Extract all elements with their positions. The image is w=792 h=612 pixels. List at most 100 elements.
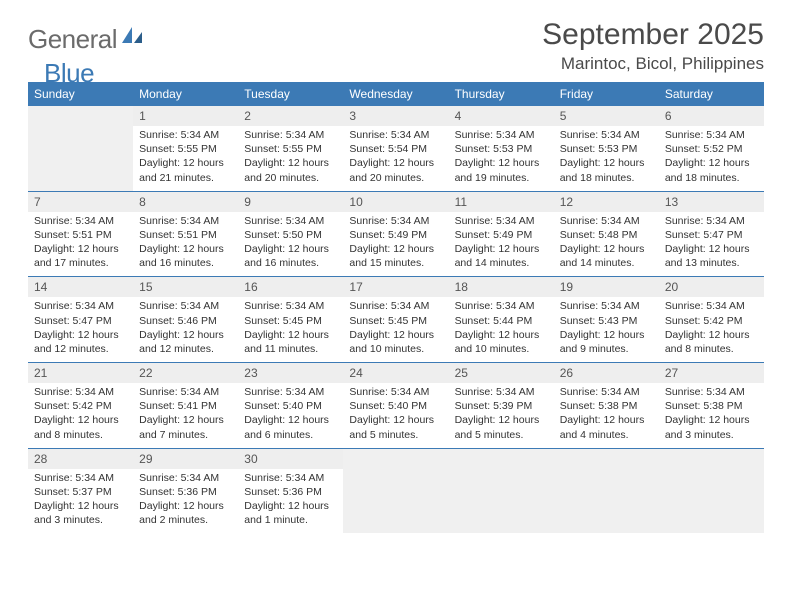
calendar-week-row: 1Sunrise: 5:34 AMSunset: 5:55 PMDaylight… — [28, 106, 764, 191]
daylight-line: Daylight: 12 hours and 14 minutes. — [455, 242, 548, 270]
sunset-line: Sunset: 5:54 PM — [349, 142, 442, 156]
sunrise-line: Sunrise: 5:34 AM — [139, 128, 232, 142]
day-number: 22 — [133, 363, 238, 383]
sunset-line: Sunset: 5:42 PM — [34, 399, 127, 413]
sunset-line: Sunset: 5:47 PM — [34, 314, 127, 328]
calendar-day-cell: 27Sunrise: 5:34 AMSunset: 5:38 PMDayligh… — [659, 363, 764, 448]
day-number: 28 — [28, 449, 133, 469]
sunrise-line: Sunrise: 5:34 AM — [665, 385, 758, 399]
sunset-line: Sunset: 5:52 PM — [665, 142, 758, 156]
location-subtitle: Marintoc, Bicol, Philippines — [542, 54, 764, 74]
daylight-line: Daylight: 12 hours and 9 minutes. — [560, 328, 653, 356]
sunrise-line: Sunrise: 5:34 AM — [455, 385, 548, 399]
sunrise-line: Sunrise: 5:34 AM — [34, 299, 127, 313]
daylight-line: Daylight: 12 hours and 17 minutes. — [34, 242, 127, 270]
sunrise-line: Sunrise: 5:34 AM — [34, 385, 127, 399]
sunset-line: Sunset: 5:51 PM — [34, 228, 127, 242]
day-number: 27 — [659, 363, 764, 383]
daylight-line: Daylight: 12 hours and 19 minutes. — [455, 156, 548, 184]
calendar-day-cell: 7Sunrise: 5:34 AMSunset: 5:51 PMDaylight… — [28, 192, 133, 277]
daylight-line: Daylight: 12 hours and 7 minutes. — [139, 413, 232, 441]
day-info: Sunrise: 5:34 AMSunset: 5:40 PMDaylight:… — [343, 383, 448, 448]
sunrise-line: Sunrise: 5:34 AM — [349, 299, 442, 313]
day-number: 8 — [133, 192, 238, 212]
sunset-line: Sunset: 5:49 PM — [455, 228, 548, 242]
weekday-header: Tuesday — [238, 82, 343, 106]
header: General September 2025 Marintoc, Bicol, … — [28, 18, 764, 74]
day-number: 10 — [343, 192, 448, 212]
weekday-header: Thursday — [449, 82, 554, 106]
calendar-empty-cell — [659, 449, 764, 534]
day-number: 2 — [238, 106, 343, 126]
sunrise-line: Sunrise: 5:34 AM — [244, 214, 337, 228]
day-info: Sunrise: 5:34 AMSunset: 5:54 PMDaylight:… — [343, 126, 448, 191]
calendar-day-cell: 21Sunrise: 5:34 AMSunset: 5:42 PMDayligh… — [28, 363, 133, 448]
day-info: Sunrise: 5:34 AMSunset: 5:38 PMDaylight:… — [659, 383, 764, 448]
day-info: Sunrise: 5:34 AMSunset: 5:55 PMDaylight:… — [133, 126, 238, 191]
day-info: Sunrise: 5:34 AMSunset: 5:47 PMDaylight:… — [28, 297, 133, 362]
sunset-line: Sunset: 5:46 PM — [139, 314, 232, 328]
daylight-line: Daylight: 12 hours and 10 minutes. — [455, 328, 548, 356]
calendar-day-cell: 15Sunrise: 5:34 AMSunset: 5:46 PMDayligh… — [133, 277, 238, 362]
day-number: 5 — [554, 106, 659, 126]
calendar-day-cell: 28Sunrise: 5:34 AMSunset: 5:37 PMDayligh… — [28, 449, 133, 534]
sunset-line: Sunset: 5:53 PM — [560, 142, 653, 156]
calendar-week-row: 7Sunrise: 5:34 AMSunset: 5:51 PMDaylight… — [28, 191, 764, 277]
sunrise-line: Sunrise: 5:34 AM — [139, 299, 232, 313]
day-number: 15 — [133, 277, 238, 297]
day-info: Sunrise: 5:34 AMSunset: 5:37 PMDaylight:… — [28, 469, 133, 534]
calendar-day-cell: 25Sunrise: 5:34 AMSunset: 5:39 PMDayligh… — [449, 363, 554, 448]
calendar-week-row: 14Sunrise: 5:34 AMSunset: 5:47 PMDayligh… — [28, 276, 764, 362]
day-info: Sunrise: 5:34 AMSunset: 5:41 PMDaylight:… — [133, 383, 238, 448]
day-info: Sunrise: 5:34 AMSunset: 5:51 PMDaylight:… — [28, 212, 133, 277]
sunset-line: Sunset: 5:55 PM — [244, 142, 337, 156]
daylight-line: Daylight: 12 hours and 20 minutes. — [244, 156, 337, 184]
daylight-line: Daylight: 12 hours and 20 minutes. — [349, 156, 442, 184]
logo: General — [28, 24, 146, 55]
daylight-line: Daylight: 12 hours and 8 minutes. — [34, 413, 127, 441]
calendar-page: General September 2025 Marintoc, Bicol, … — [0, 0, 792, 551]
day-number: 4 — [449, 106, 554, 126]
calendar-day-cell: 5Sunrise: 5:34 AMSunset: 5:53 PMDaylight… — [554, 106, 659, 191]
sunset-line: Sunset: 5:45 PM — [244, 314, 337, 328]
sunrise-line: Sunrise: 5:34 AM — [34, 214, 127, 228]
day-number: 26 — [554, 363, 659, 383]
day-info: Sunrise: 5:34 AMSunset: 5:44 PMDaylight:… — [449, 297, 554, 362]
day-info: Sunrise: 5:34 AMSunset: 5:42 PMDaylight:… — [659, 297, 764, 362]
calendar-week-row: 21Sunrise: 5:34 AMSunset: 5:42 PMDayligh… — [28, 362, 764, 448]
calendar-empty-cell — [554, 449, 659, 534]
sunrise-line: Sunrise: 5:34 AM — [244, 128, 337, 142]
calendar-week-row: 28Sunrise: 5:34 AMSunset: 5:37 PMDayligh… — [28, 448, 764, 534]
calendar-day-cell: 16Sunrise: 5:34 AMSunset: 5:45 PMDayligh… — [238, 277, 343, 362]
day-info: Sunrise: 5:34 AMSunset: 5:53 PMDaylight:… — [554, 126, 659, 191]
day-info: Sunrise: 5:34 AMSunset: 5:49 PMDaylight:… — [343, 212, 448, 277]
day-number: 24 — [343, 363, 448, 383]
sunrise-line: Sunrise: 5:34 AM — [139, 385, 232, 399]
sunrise-line: Sunrise: 5:34 AM — [455, 299, 548, 313]
title-block: September 2025 Marintoc, Bicol, Philippi… — [542, 18, 764, 74]
day-info: Sunrise: 5:34 AMSunset: 5:48 PMDaylight:… — [554, 212, 659, 277]
sunset-line: Sunset: 5:44 PM — [455, 314, 548, 328]
daylight-line: Daylight: 12 hours and 13 minutes. — [665, 242, 758, 270]
sunrise-line: Sunrise: 5:34 AM — [560, 214, 653, 228]
day-number: 29 — [133, 449, 238, 469]
calendar-day-cell: 12Sunrise: 5:34 AMSunset: 5:48 PMDayligh… — [554, 192, 659, 277]
day-number: 14 — [28, 277, 133, 297]
sunset-line: Sunset: 5:36 PM — [244, 485, 337, 499]
calendar-day-cell: 13Sunrise: 5:34 AMSunset: 5:47 PMDayligh… — [659, 192, 764, 277]
sunrise-line: Sunrise: 5:34 AM — [34, 471, 127, 485]
calendar-day-cell: 22Sunrise: 5:34 AMSunset: 5:41 PMDayligh… — [133, 363, 238, 448]
calendar-day-cell: 30Sunrise: 5:34 AMSunset: 5:36 PMDayligh… — [238, 449, 343, 534]
day-number: 11 — [449, 192, 554, 212]
sunset-line: Sunset: 5:42 PM — [665, 314, 758, 328]
sunrise-line: Sunrise: 5:34 AM — [560, 385, 653, 399]
day-info: Sunrise: 5:34 AMSunset: 5:52 PMDaylight:… — [659, 126, 764, 191]
daylight-line: Daylight: 12 hours and 21 minutes. — [139, 156, 232, 184]
weekday-header: Monday — [133, 82, 238, 106]
daylight-line: Daylight: 12 hours and 11 minutes. — [244, 328, 337, 356]
sunrise-line: Sunrise: 5:34 AM — [349, 385, 442, 399]
sunrise-line: Sunrise: 5:34 AM — [244, 385, 337, 399]
sunset-line: Sunset: 5:48 PM — [560, 228, 653, 242]
day-number: 19 — [554, 277, 659, 297]
month-title: September 2025 — [542, 18, 764, 52]
